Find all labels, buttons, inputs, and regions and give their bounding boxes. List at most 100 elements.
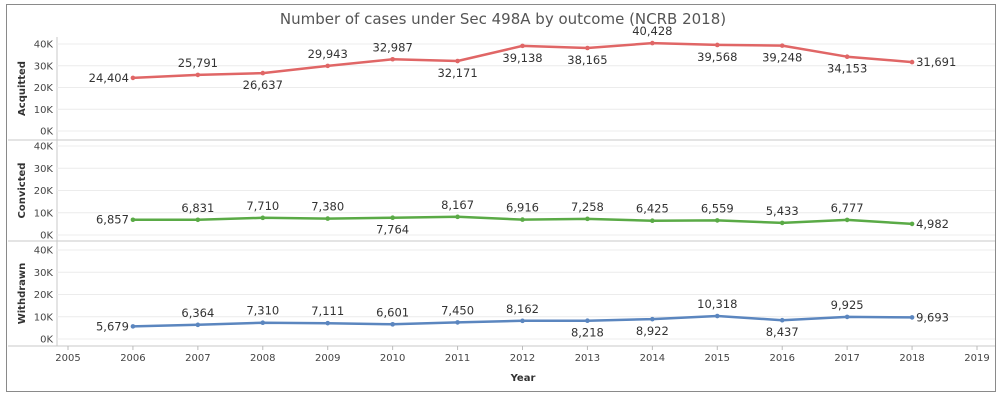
data-point (130, 324, 136, 329)
data-label: 8,437 (766, 325, 799, 339)
x-tick-label: 2010 (380, 353, 405, 364)
data-label: 4,982 (916, 217, 949, 231)
data-point (779, 317, 785, 323)
data-point (650, 316, 655, 322)
data-point (585, 45, 590, 51)
data-label: 26,637 (243, 78, 283, 92)
data-point (844, 217, 850, 223)
data-label: 5,679 (96, 319, 129, 333)
data-label: 6,857 (96, 213, 129, 227)
data-label: 6,777 (831, 201, 864, 215)
series-title-acquitted: Acquitted (17, 61, 28, 116)
data-point (195, 72, 201, 78)
data-point (195, 322, 201, 328)
data-point (844, 314, 850, 320)
data-point (195, 217, 201, 223)
x-tick-label: 2017 (834, 353, 859, 364)
data-point (585, 318, 590, 324)
y-tick-label: 30K (34, 268, 54, 279)
data-label: 31,691 (916, 55, 956, 69)
y-tick-label: 10K (34, 312, 54, 323)
data-label: 7,258 (571, 200, 604, 214)
data-label: 8,218 (571, 326, 604, 340)
data-point (650, 40, 655, 46)
y-tick-label: 20K (34, 83, 54, 94)
data-point (325, 320, 331, 326)
data-label: 5,433 (766, 204, 799, 218)
x-tick-label: 2016 (769, 353, 794, 364)
data-point (650, 218, 655, 224)
series-title-convicted: Convicted (17, 163, 28, 219)
data-point (130, 75, 136, 81)
x-tick-label: 2009 (315, 353, 340, 364)
data-label: 7,111 (311, 304, 344, 318)
data-label: 39,568 (697, 50, 737, 64)
data-label: 6,364 (181, 306, 214, 320)
data-label: 29,943 (308, 47, 348, 61)
x-tick-label: 2007 (185, 353, 210, 364)
data-point (714, 313, 720, 319)
data-label: 6,559 (701, 201, 734, 215)
x-tick-label: 2008 (250, 353, 275, 364)
data-label: 8,167 (441, 198, 474, 212)
data-label: 7,380 (311, 200, 344, 214)
data-point (390, 322, 395, 327)
data-label: 39,138 (502, 51, 542, 65)
data-point (909, 315, 915, 320)
data-label: 6,425 (636, 202, 669, 216)
data-label: 38,165 (567, 53, 607, 67)
y-tick-label: 30K (34, 164, 54, 175)
y-tick-label: 40K (34, 40, 54, 51)
data-label: 9,693 (916, 310, 949, 324)
data-point (909, 59, 915, 65)
data-point (520, 217, 525, 222)
data-point (455, 320, 460, 325)
y-tick-label: 10K (34, 105, 54, 116)
x-tick-label: 2013 (575, 353, 600, 364)
x-tick-label: 2015 (705, 353, 730, 364)
data-label: 8,922 (636, 324, 669, 338)
data-point (455, 214, 460, 220)
data-point (714, 42, 720, 48)
data-label: 8,162 (506, 302, 539, 316)
y-tick-label: 20K (34, 186, 54, 197)
data-label: 10,318 (697, 297, 737, 311)
data-label: 7,310 (246, 304, 279, 318)
data-point (390, 56, 395, 62)
data-point (909, 221, 915, 227)
y-tick-label: 40K (34, 246, 54, 257)
x-tick-label: 2019 (964, 353, 989, 364)
data-label: 7,764 (376, 223, 409, 237)
data-label: 25,791 (178, 56, 218, 70)
data-point (260, 320, 266, 326)
data-label: 32,171 (437, 66, 477, 80)
data-point (714, 218, 720, 223)
series-title-withdrawn: Withdrawn (17, 263, 28, 325)
data-label: 40,428 (632, 24, 672, 38)
data-point (130, 217, 136, 223)
x-tick-label: 2011 (445, 353, 470, 364)
y-tick-label: 10K (34, 208, 54, 219)
data-point (390, 215, 395, 221)
y-tick-label: 20K (34, 290, 54, 301)
data-label: 9,925 (831, 298, 864, 312)
data-point (260, 215, 266, 221)
x-tick-label: 2018 (899, 353, 924, 364)
data-point (520, 318, 525, 324)
data-label: 39,248 (762, 51, 802, 65)
chart-title: Number of cases under Sec 498A by outcom… (279, 10, 727, 28)
data-point (779, 43, 785, 48)
chart-frame (6, 4, 996, 392)
data-point (779, 220, 785, 226)
data-label: 6,831 (181, 201, 214, 215)
data-label: 7,710 (246, 199, 279, 213)
data-label: 6,916 (506, 201, 539, 215)
y-tick-label: 0K (40, 231, 53, 242)
y-tick-label: 30K (34, 61, 54, 72)
x-tick-label: 2012 (510, 353, 535, 364)
data-point (520, 43, 525, 49)
data-label: 6,601 (376, 305, 409, 319)
data-point (325, 63, 331, 69)
data-label: 34,153 (827, 62, 867, 76)
